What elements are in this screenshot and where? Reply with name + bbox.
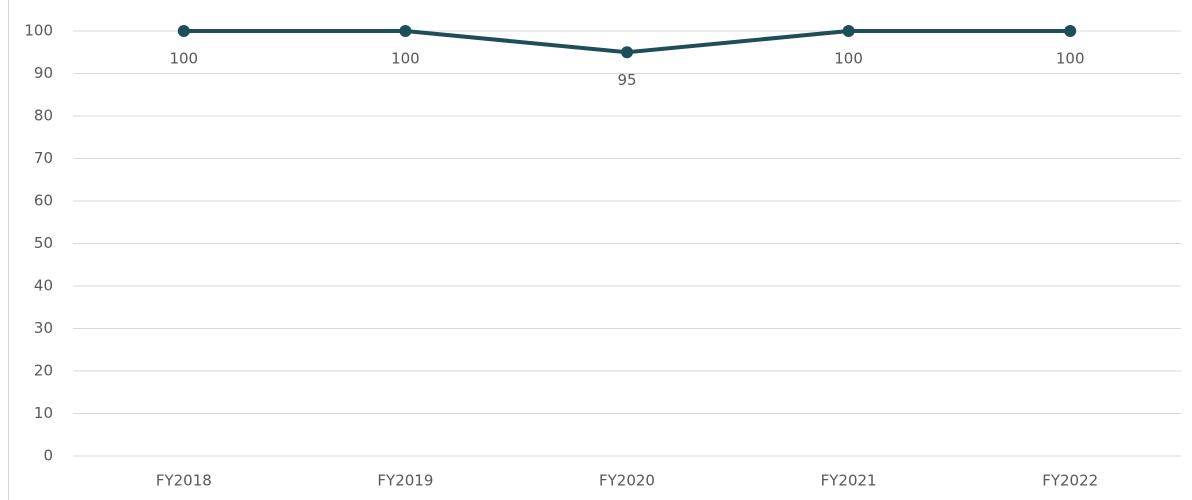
marker [399, 25, 412, 37]
y-tick-label: 40 [34, 277, 53, 295]
marker [177, 25, 190, 37]
data-label: 95 [617, 71, 636, 89]
y-tick-label: 10 [34, 404, 53, 422]
y-tick-label: 70 [34, 149, 53, 167]
data-label: 100 [391, 50, 420, 68]
y-tick-label: 50 [34, 234, 53, 252]
x-tick-label: FY2019 [377, 472, 433, 490]
marker [1064, 25, 1077, 37]
y-tick-label: 30 [34, 319, 53, 337]
marker [621, 46, 633, 59]
data-label: 100 [169, 50, 198, 68]
data-label: 100 [834, 50, 863, 68]
data-label: 100 [1056, 50, 1085, 68]
x-tick-label: FY2020 [599, 472, 655, 490]
y-tick-label: 60 [34, 192, 53, 210]
y-tick-label: 20 [34, 362, 53, 380]
y-tick-label: 100 [24, 22, 53, 40]
marker [842, 25, 855, 37]
y-tick-label: 80 [34, 107, 53, 125]
x-tick-label: FY2022 [1042, 472, 1098, 490]
x-tick-label: FY2021 [821, 472, 877, 490]
y-tick-label: 90 [34, 64, 53, 82]
x-tick-label: FY2018 [156, 472, 212, 490]
y-tick-label: 0 [43, 447, 53, 465]
